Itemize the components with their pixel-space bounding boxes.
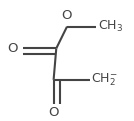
Text: O: O bbox=[48, 106, 59, 119]
Text: O: O bbox=[7, 42, 17, 55]
Text: O: O bbox=[62, 9, 72, 22]
Text: CH$_3$: CH$_3$ bbox=[98, 19, 123, 34]
Text: CH$_2^{-}$: CH$_2^{-}$ bbox=[91, 72, 118, 88]
